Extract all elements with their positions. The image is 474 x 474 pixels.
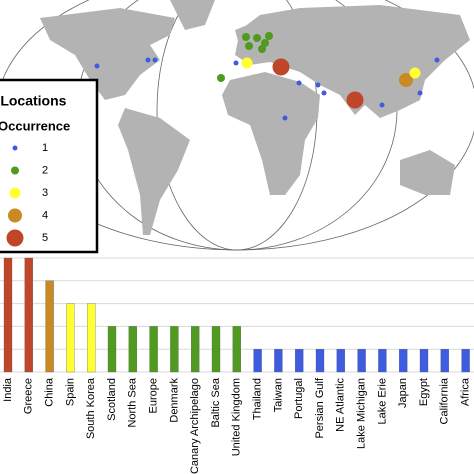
british-isles [235,26,248,48]
x-tick-label: NE Atlantic [335,378,347,432]
location-dot [409,67,421,79]
south-america [118,108,190,235]
bar [357,349,366,373]
x-tick-label: India [2,377,14,402]
location-dot [321,90,327,96]
bar [128,326,137,373]
legend-marker [12,145,18,151]
australia [400,150,455,195]
world-map [0,0,474,251]
bar [315,349,325,373]
legend-marker [6,229,24,247]
bar [461,349,470,373]
x-tick-label: Europe [148,378,160,413]
bar [3,257,13,373]
x-tick-label: Africa [460,377,472,406]
bar [440,349,449,373]
location-dot [217,74,225,82]
x-tick-label: Greece [23,378,35,414]
location-dot [241,57,253,69]
legend-marker [9,187,21,199]
location-dot [434,57,440,63]
bar [253,349,262,373]
location-dot [265,32,273,40]
legend-label: 1 [42,142,48,154]
eurasia [235,5,470,118]
location-dot [152,57,158,63]
bar [107,326,117,373]
location-dot [399,73,413,87]
location-dot [296,80,302,86]
x-tick-label: Canary Archipelago [189,378,201,474]
bar [295,349,304,373]
x-tick-label: Taiwan [272,378,284,412]
x-tick-label: Egypt [418,378,430,406]
bar [66,303,75,373]
location-dot [245,42,253,50]
x-tick-label: Denmark [168,378,180,423]
location-dot [253,34,261,42]
legend-marker [11,166,19,175]
legend-marker [8,208,22,223]
location-dot [258,45,266,53]
x-tick-label: South Korea [85,377,97,439]
greenland [170,0,215,30]
location-dot [233,60,239,66]
bar [149,326,158,373]
location-dot [261,39,269,47]
bar [87,303,96,373]
location-dot [417,90,423,96]
x-tick-label: Persian Gulf [314,377,326,438]
location-dot [272,58,290,76]
africa [222,72,320,195]
location-dot [282,115,288,121]
bar [378,349,387,373]
x-tick-label: United Kingdom [231,378,243,456]
x-tick-label: California [439,377,451,424]
bar [232,326,241,373]
x-tick-label: China [44,377,56,407]
x-tick-label: North Sea [127,377,139,427]
bar [399,349,408,373]
bar [191,326,200,373]
x-tick-label: Lake Erie [376,378,388,424]
location-dot [379,102,385,108]
location-dot [94,63,100,69]
x-tick-label: Baltic Sea [210,377,222,427]
legend-label: 4 [42,209,48,221]
location-dot [145,57,151,63]
x-tick-label: Thailand [252,378,264,420]
bar [336,349,345,373]
legend-label: 2 [42,164,48,176]
legend-label: 3 [42,187,48,199]
legend-box [0,78,99,254]
bar [45,280,54,373]
x-tick-label: Scotland [106,378,118,421]
x-tick-label: Lake Michigan [356,378,368,449]
location-dot [242,33,250,41]
bar [274,349,283,373]
x-tick-label: Spain [64,378,76,406]
bar [24,257,33,373]
legend: Study Locations Occurrence 1 2 3 4 5 [0,78,99,254]
legend-subtitle: Occurrence [0,118,70,133]
x-tick-label: Japan [397,378,409,408]
location-dot [346,91,364,109]
bar [211,326,221,373]
north-america [40,8,175,100]
bar [419,349,429,373]
location-dot [315,82,321,88]
x-tick-label: Portugal [293,378,305,419]
legend-title: Study Locations [0,93,67,109]
bar [170,326,179,373]
legend-label: 5 [42,232,48,244]
